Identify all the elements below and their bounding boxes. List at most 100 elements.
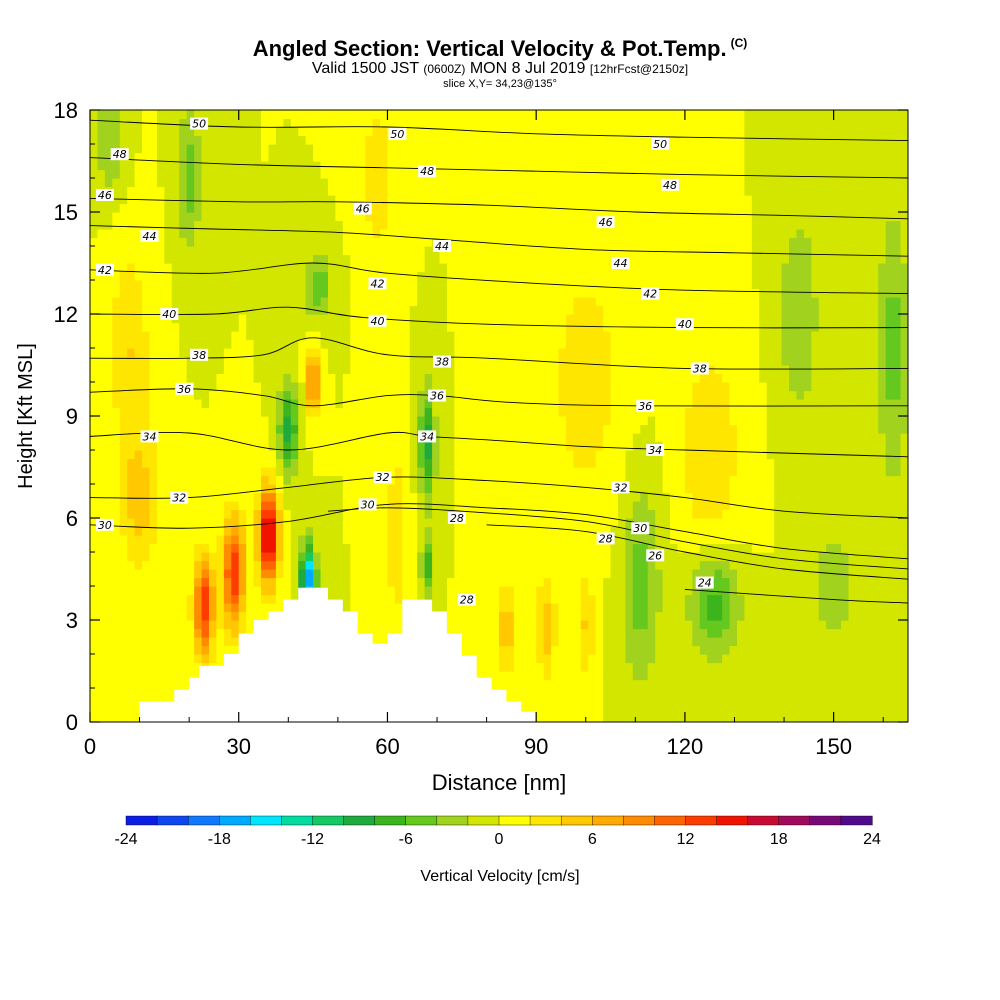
velocity-cell xyxy=(803,424,812,434)
velocity-cell xyxy=(521,543,530,553)
velocity-cell xyxy=(365,416,374,426)
velocity-cell xyxy=(424,594,433,604)
velocity-cell xyxy=(833,688,842,698)
velocity-cell xyxy=(112,535,121,545)
velocity-cell xyxy=(751,688,760,698)
velocity-cell xyxy=(156,424,165,434)
velocity-cell xyxy=(156,518,165,528)
velocity-cell xyxy=(833,577,842,587)
velocity-cell xyxy=(201,407,210,417)
velocity-cell xyxy=(142,560,151,570)
velocity-cell xyxy=(268,390,277,400)
velocity-cell xyxy=(878,407,887,417)
velocity-cell xyxy=(223,594,232,604)
velocity-cell xyxy=(543,458,552,468)
velocity-cell xyxy=(588,611,597,621)
velocity-cell xyxy=(692,637,701,647)
velocity-cell xyxy=(595,552,604,562)
velocity-cell xyxy=(870,518,879,528)
velocity-cell xyxy=(246,518,255,528)
velocity-cell xyxy=(811,603,820,613)
velocity-cell xyxy=(870,671,879,681)
velocity-cell xyxy=(283,399,292,409)
velocity-cell xyxy=(900,424,908,434)
velocity-cell xyxy=(670,475,679,485)
velocity-cell xyxy=(164,696,173,706)
velocity-cell xyxy=(855,662,864,672)
velocity-cell xyxy=(573,671,582,681)
velocity-cell xyxy=(565,348,574,358)
velocity-cell xyxy=(513,696,522,706)
velocity-cell xyxy=(565,594,574,604)
velocity-cell xyxy=(893,577,902,587)
velocity-cell xyxy=(588,450,597,460)
velocity-cell xyxy=(499,356,508,366)
velocity-cell xyxy=(729,654,738,664)
velocity-cell xyxy=(803,416,812,426)
velocity-cell xyxy=(342,467,351,477)
velocity-cell xyxy=(506,696,515,706)
velocity-cell xyxy=(380,560,389,570)
velocity-cell xyxy=(610,569,619,579)
velocity-cell xyxy=(499,603,508,613)
velocity-cell xyxy=(863,637,872,647)
velocity-cell xyxy=(179,552,188,562)
velocity-cell xyxy=(818,628,827,638)
velocity-cell xyxy=(662,390,671,400)
velocity-cell xyxy=(878,611,887,621)
velocity-cell xyxy=(201,637,210,647)
velocity-cell xyxy=(231,586,240,596)
velocity-cell xyxy=(826,382,835,392)
velocity-cell xyxy=(573,569,582,579)
velocity-cell xyxy=(863,484,872,494)
velocity-cell xyxy=(595,339,604,349)
velocity-cell xyxy=(484,416,493,426)
velocity-cell xyxy=(580,654,589,664)
velocity-cell xyxy=(684,339,693,349)
velocity-cell xyxy=(677,628,686,638)
velocity-cell xyxy=(506,552,515,562)
velocity-cell xyxy=(528,501,537,511)
velocity-cell xyxy=(714,654,723,664)
velocity-cell xyxy=(833,560,842,570)
velocity-cell xyxy=(632,560,641,570)
velocity-cell xyxy=(164,399,173,409)
velocity-cell xyxy=(551,569,560,579)
velocity-cell xyxy=(774,399,783,409)
velocity-cell xyxy=(350,382,359,392)
velocity-cell xyxy=(491,348,500,358)
velocity-cell xyxy=(305,467,314,477)
velocity-cell xyxy=(766,679,775,689)
velocity-cell xyxy=(759,390,768,400)
velocity-cell xyxy=(268,501,277,511)
velocity-cell xyxy=(707,586,716,596)
velocity-cell xyxy=(588,399,597,409)
velocity-cell xyxy=(632,535,641,545)
velocity-cell xyxy=(223,603,232,613)
velocity-cell xyxy=(112,475,121,485)
velocity-cell xyxy=(112,416,121,426)
velocity-cell xyxy=(521,662,530,672)
velocity-cell xyxy=(744,518,753,528)
velocity-cell xyxy=(677,696,686,706)
velocity-cell xyxy=(744,594,753,604)
velocity-cell xyxy=(655,603,664,613)
velocity-cell xyxy=(603,365,612,375)
velocity-cell xyxy=(565,637,574,647)
velocity-cell xyxy=(513,467,522,477)
velocity-cell xyxy=(692,696,701,706)
velocity-cell xyxy=(714,628,723,638)
velocity-cell xyxy=(774,586,783,596)
velocity-cell xyxy=(640,467,649,477)
velocity-cell xyxy=(216,407,225,417)
velocity-cell xyxy=(699,679,708,689)
velocity-cell xyxy=(142,399,151,409)
velocity-cell xyxy=(231,467,240,477)
velocity-cell xyxy=(558,654,567,664)
velocity-cell xyxy=(781,637,790,647)
velocity-cell xyxy=(90,586,99,596)
velocity-cell xyxy=(134,348,143,358)
velocity-cell xyxy=(677,688,686,698)
velocity-cell xyxy=(855,518,864,528)
velocity-cell xyxy=(97,441,106,451)
